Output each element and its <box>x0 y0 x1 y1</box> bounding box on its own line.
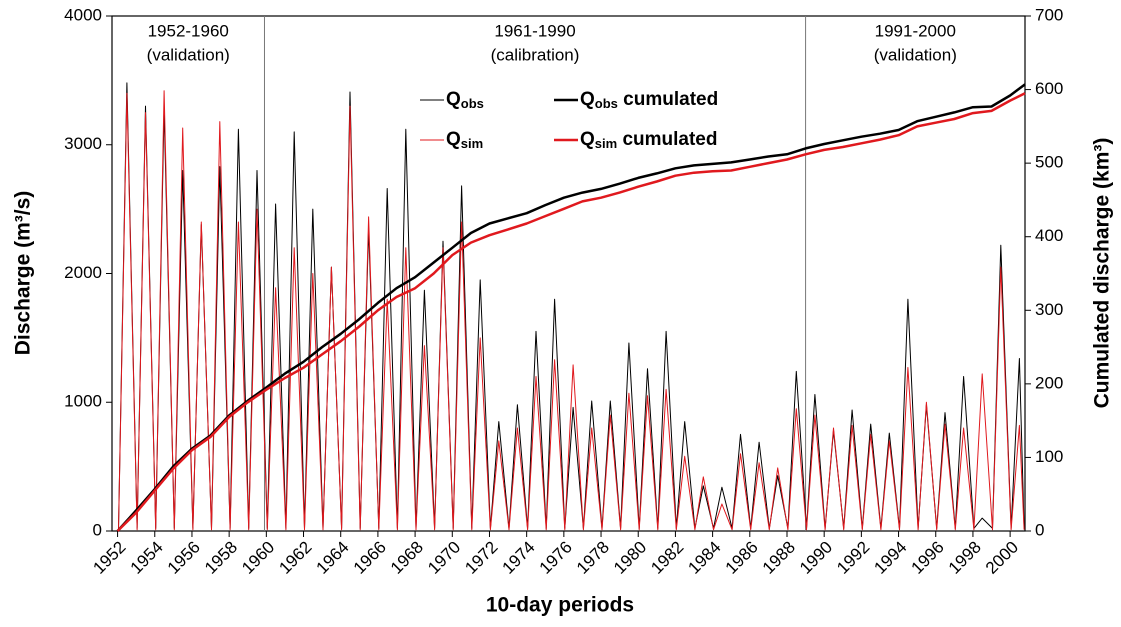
legend-label: Qobs <box>446 89 484 111</box>
x-tick-label: 1974 <box>498 538 538 578</box>
legend-label-part: cumulated <box>617 129 717 150</box>
y2-axis-title: Cumulated discharge (km³) <box>1091 138 1114 409</box>
legend-label-part: Q <box>446 129 461 150</box>
y2-tick-label: 200 <box>1035 373 1063 392</box>
legend-label: Qobs cumulated <box>580 89 718 111</box>
x-tick-label: 1988 <box>759 538 799 578</box>
y2-tick-label: 0 <box>1035 520 1044 539</box>
legend-label-part: Q <box>580 89 595 110</box>
series-line <box>118 90 1025 531</box>
x-tick-label: 1962 <box>275 538 315 578</box>
legend-label-part: sim <box>461 136 483 151</box>
y2-tick-label: 400 <box>1035 226 1063 245</box>
y2-tick-label: 600 <box>1035 79 1063 98</box>
period-annotation: (validation) <box>874 45 957 64</box>
x-tick-label: 1952 <box>89 538 129 578</box>
x-tick-label: 1980 <box>610 538 650 578</box>
legend-label-part: obs <box>461 96 484 111</box>
x-tick-label: 1984 <box>684 538 724 578</box>
period-annotation: 1952-1960 <box>148 21 229 40</box>
x-tick-label: 2000 <box>982 538 1022 578</box>
series-line <box>116 92 1026 532</box>
x-tick-label: 1964 <box>313 538 353 578</box>
x-tick-label: 1990 <box>796 538 836 578</box>
x-tick-label: 1960 <box>238 538 278 578</box>
series-line <box>116 83 1026 532</box>
y-tick-label: 2000 <box>64 263 102 282</box>
x-tick-label: 1972 <box>461 538 501 578</box>
x-tick-label: 1970 <box>424 538 464 578</box>
period-annotation: 1991-2000 <box>875 21 956 40</box>
y2-tick-label: 100 <box>1035 447 1063 466</box>
period-annotation: (validation) <box>147 45 230 64</box>
legend-label-part: Q <box>446 89 461 110</box>
period-annotation: 1961-1990 <box>494 21 575 40</box>
x-tick-label: 1978 <box>573 538 613 578</box>
legend-label-part: cumulated <box>618 89 718 110</box>
x-tick-label: 1976 <box>536 538 576 578</box>
x-tick-label: 1956 <box>164 538 204 578</box>
y-tick-label: 0 <box>93 520 102 539</box>
legend-label: Qsim <box>446 129 483 151</box>
x-tick-label: 1996 <box>908 538 948 578</box>
legend-label-part: sim <box>595 136 617 151</box>
x-tick-label: 1998 <box>945 538 985 578</box>
x-tick-label: 1994 <box>870 538 910 578</box>
x-tick-label: 1954 <box>127 538 167 578</box>
x-tick-label: 1968 <box>387 538 427 578</box>
x-tick-label: 1982 <box>647 538 687 578</box>
x-tick-label: 1966 <box>350 538 390 578</box>
y-tick-label: 4000 <box>64 5 102 24</box>
x-tick-label: 1958 <box>201 538 241 578</box>
y2-tick-label: 500 <box>1035 153 1063 172</box>
legend-label: Qsim cumulated <box>580 129 718 151</box>
y-tick-label: 3000 <box>64 134 102 153</box>
x-tick-label: 1992 <box>833 538 873 578</box>
x-tick-label: 1986 <box>722 538 762 578</box>
x-axis-title: 10-day periods <box>486 594 634 617</box>
y-tick-label: 1000 <box>64 392 102 411</box>
legend-label-part: obs <box>595 96 618 111</box>
y-axis-title: Discharge (m³/s) <box>12 191 35 356</box>
y2-tick-label: 700 <box>1035 5 1063 24</box>
y2-tick-label: 300 <box>1035 300 1063 319</box>
period-annotation: (calibration) <box>491 45 580 64</box>
legend-label-part: Q <box>580 129 595 150</box>
